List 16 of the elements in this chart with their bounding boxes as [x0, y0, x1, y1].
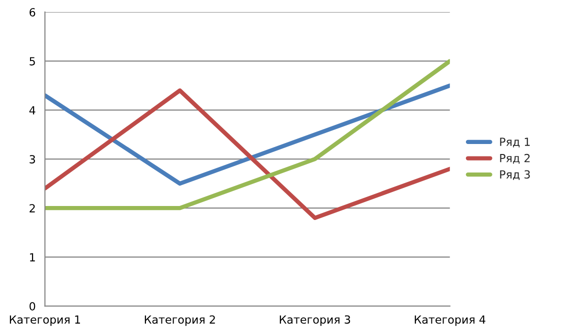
y-tick-label: 1: [30, 253, 35, 262]
y-tick-label: 4: [29, 106, 36, 114]
x-tick-label: Категория 4: [414, 315, 486, 326]
y-tick-label: 0: [30, 302, 36, 310]
x-tick-label: Категория 3: [280, 315, 350, 326]
x-tick-label: Категория 1: [10, 315, 80, 326]
y-tick-label: 2: [30, 204, 35, 212]
y-tick-label: 6: [30, 8, 36, 16]
x-tick-label: Категория 2: [144, 315, 215, 326]
legend-label: Ряд 2: [500, 154, 530, 164]
legend-label: Ряд 1: [500, 138, 530, 148]
y-tick-label: 3: [30, 155, 36, 164]
line-series: [44, 84, 450, 186]
y-tick-label: 5: [30, 57, 35, 66]
line-series: [44, 88, 450, 220]
legend-label: Ряд 3: [500, 170, 530, 180]
